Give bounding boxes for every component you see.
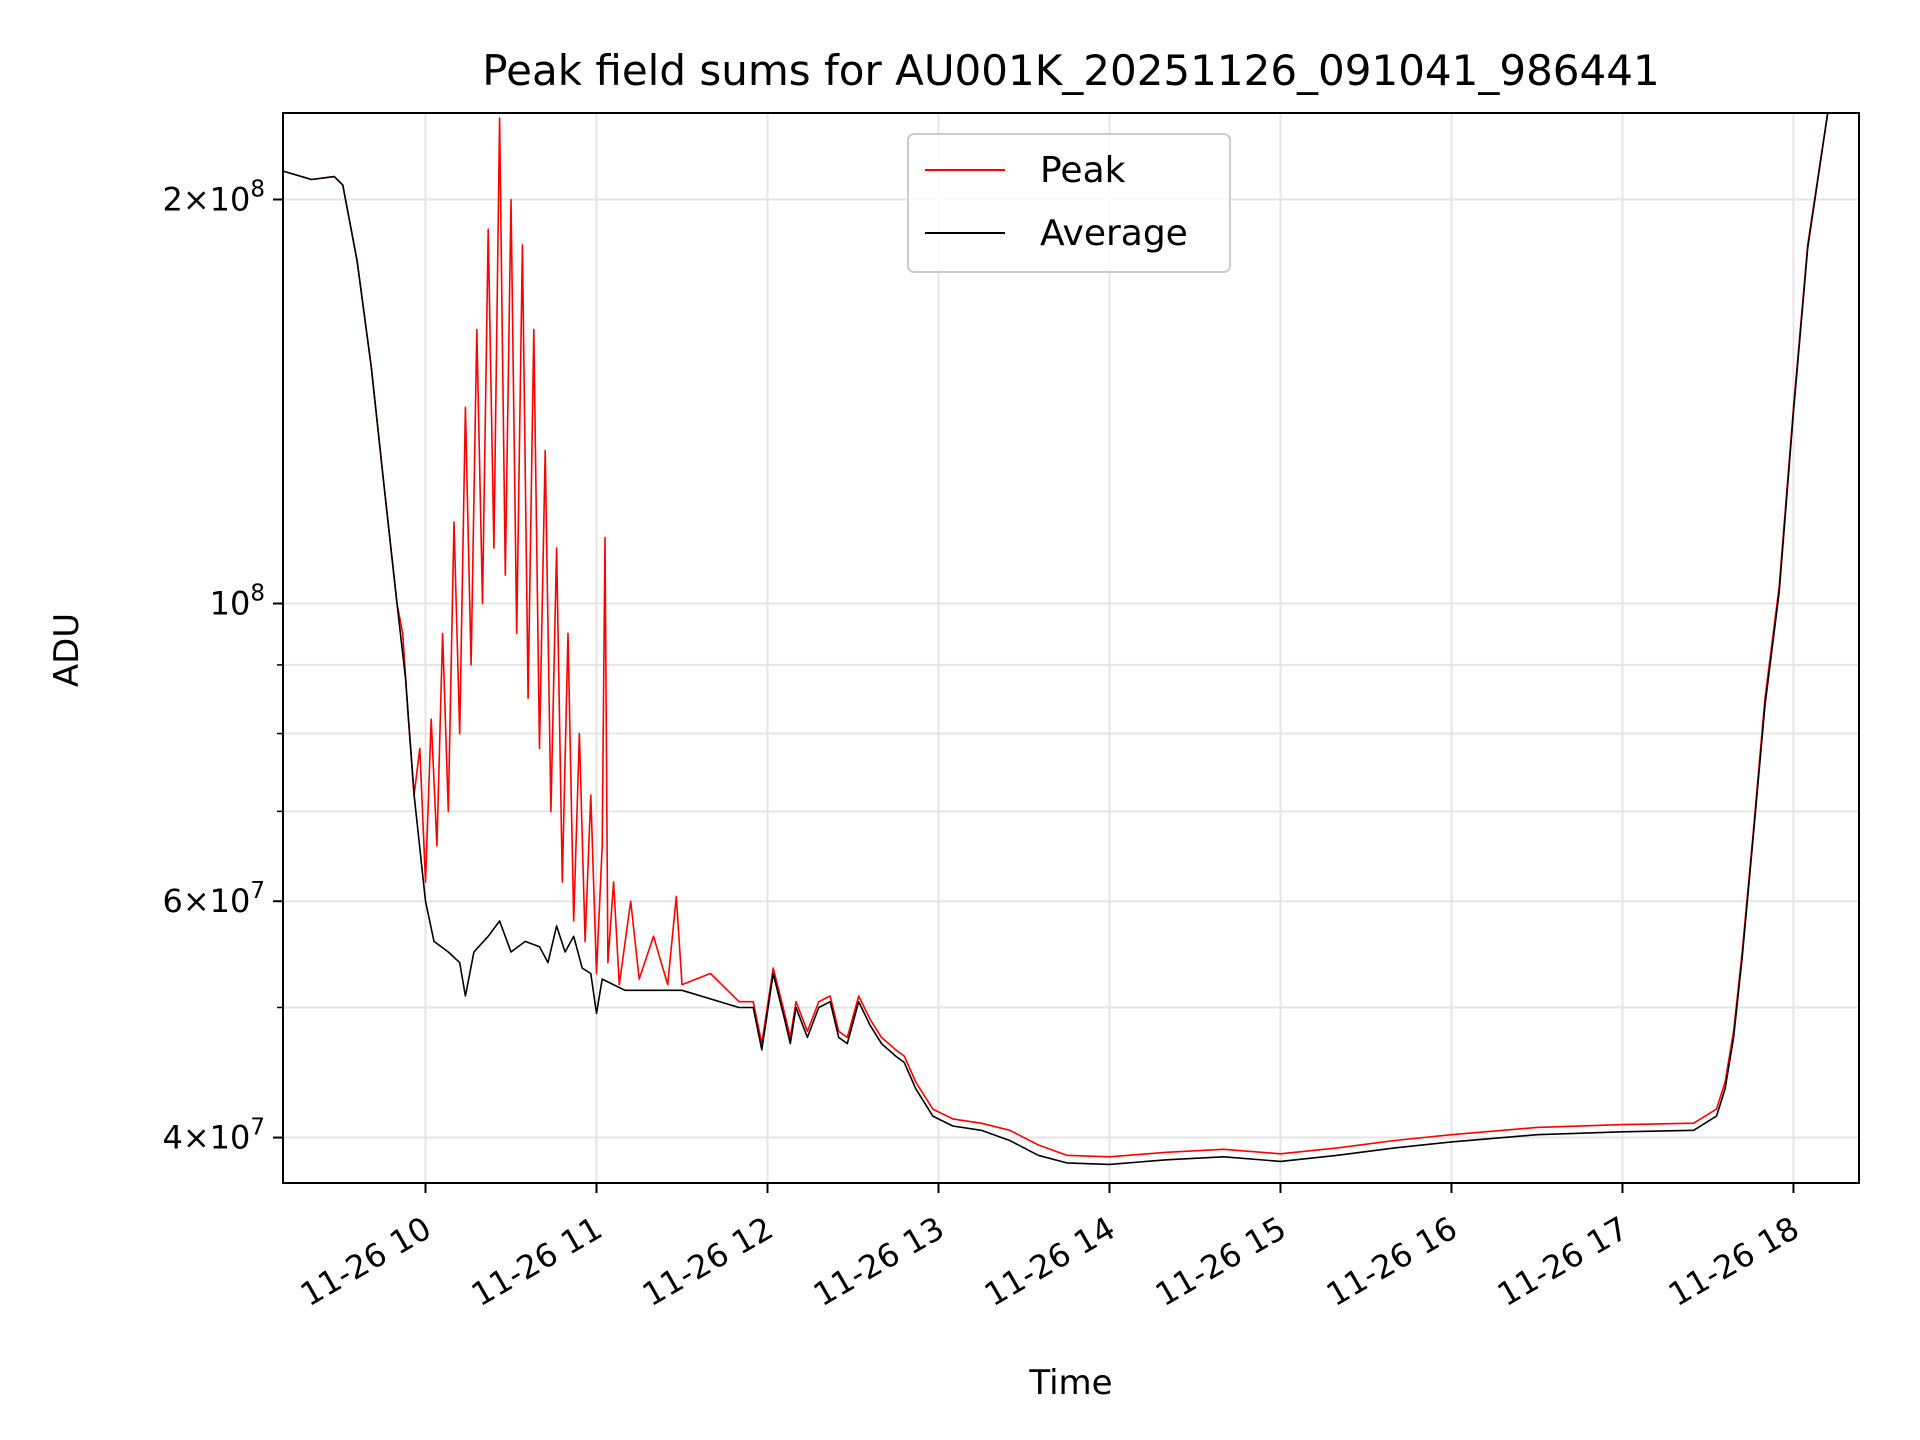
series-line-average bbox=[283, 113, 1829, 1166]
chart-title: Peak field sums for AU001K_20251126_0910… bbox=[482, 46, 1659, 95]
grid-lines bbox=[283, 113, 1859, 1183]
y-tick-label: 108 bbox=[210, 581, 265, 623]
series-line-peak bbox=[283, 113, 1829, 1158]
y-tick-label: 2×108 bbox=[162, 177, 265, 219]
y-tick-label: 6×107 bbox=[162, 878, 265, 920]
plot-frame bbox=[282, 112, 1860, 1184]
legend-label-peak: Peak bbox=[1040, 150, 1126, 191]
legend: Peak Average bbox=[907, 133, 1231, 273]
y-axis-ticks: 4×107 6×107 108 2×108 bbox=[162, 177, 283, 1157]
y-tick-label: 4×107 bbox=[162, 1115, 265, 1157]
y-axis-title: ADU bbox=[47, 613, 87, 687]
legend-box bbox=[907, 133, 1231, 273]
x-axis-title: Time bbox=[1028, 1363, 1112, 1403]
series-layer bbox=[283, 113, 1829, 1166]
legend-label-average: Average bbox=[1040, 213, 1188, 254]
